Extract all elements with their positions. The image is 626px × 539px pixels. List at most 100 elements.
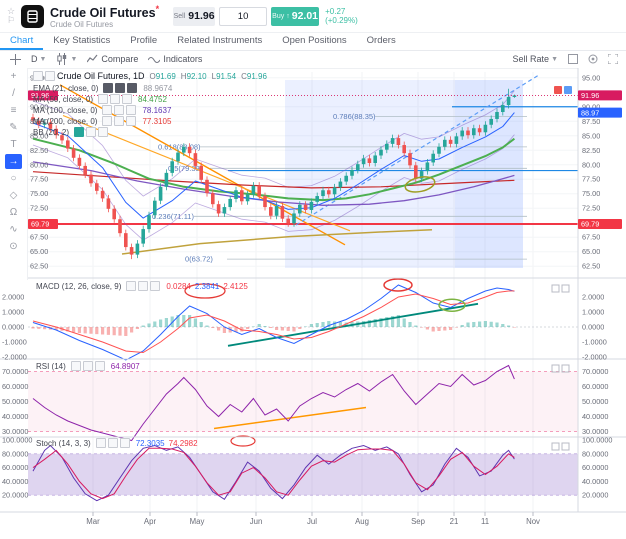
tab-related-instruments[interactable]: Related Instruments [177, 35, 263, 46]
fib-tool[interactable]: ≡ [10, 105, 17, 116]
tab-key-statistics[interactable]: Key Statistics [53, 35, 111, 46]
arrow-tool[interactable]: → [5, 154, 22, 169]
indicator-action-icon[interactable] [70, 361, 81, 371]
svg-text:62.50: 62.50 [30, 262, 48, 271]
price-change: +0.27 (+0.29%) [325, 7, 358, 25]
indicator-action-icon[interactable] [150, 281, 161, 291]
indicator-legend-name[interactable]: Stoch (14, 3, 3) [36, 438, 91, 448]
symbol-legend-title[interactable]: Crude Oil Futures, 1D [57, 71, 145, 81]
text-tool[interactable]: T [10, 139, 17, 150]
svg-text:80.00: 80.00 [30, 160, 48, 169]
indicator-action-icon[interactable] [103, 83, 114, 93]
indicator-value: 0.0284 [166, 281, 191, 291]
svg-text:67.50: 67.50 [582, 233, 600, 242]
indicator-action-icon[interactable] [94, 361, 105, 371]
indicator-legend-name[interactable]: MACD (12, 26, close, 9) [36, 281, 122, 291]
indicators-button[interactable]: Indicators [148, 54, 202, 64]
indicator-value: 74.2982 [168, 438, 198, 448]
svg-text:75.00: 75.00 [30, 189, 48, 198]
pane-legend-toggle-icon[interactable] [33, 71, 43, 81]
buy-button[interactable]: Buy ↑ 92.01 [271, 6, 320, 26]
svg-text:11: 11 [481, 517, 489, 526]
watchlist-star-icon[interactable]: ☆ [6, 6, 16, 16]
rate-type-selector[interactable]: Sell Rate ▼ [512, 54, 558, 64]
cursor-tool-button[interactable] [10, 53, 21, 65]
tab-open-positions[interactable]: Open Positions [282, 35, 347, 46]
indicator-legend-name[interactable]: MA (50, close, 0) [33, 94, 94, 104]
tab-chart[interactable]: Chart [0, 35, 44, 50]
indicator-action-icon[interactable] [95, 438, 106, 448]
brush-tool[interactable]: ✎ [9, 122, 18, 133]
indicator-action-icon[interactable] [110, 94, 121, 104]
up-arrow-icon: ↑ [286, 12, 290, 20]
pane-legend-toggle-icon[interactable] [45, 71, 55, 81]
indicator-action-icon[interactable] [138, 281, 149, 291]
chevron-down-icon: ▼ [70, 55, 78, 63]
svg-text:Aug: Aug [355, 517, 369, 526]
indicator-action-icon[interactable] [98, 94, 109, 104]
indicator-action-icon[interactable] [122, 94, 133, 104]
svg-text:Sep: Sep [411, 517, 426, 526]
indicator-action-icon[interactable] [126, 116, 137, 126]
svg-text:2.0000: 2.0000 [2, 293, 24, 302]
quantity-input[interactable]: 10 [219, 6, 268, 26]
indicator-action-icon[interactable] [126, 105, 137, 115]
crosshair-tool[interactable]: + [10, 71, 17, 82]
indicator-action-icon[interactable] [114, 116, 125, 126]
trendline-tool[interactable]: / [12, 88, 15, 99]
svg-text:2.0000: 2.0000 [582, 293, 604, 302]
indicator-legend-name[interactable]: BB (20, 2) [33, 127, 70, 137]
svg-text:40.0000: 40.0000 [2, 412, 28, 421]
svg-text:1.0000: 1.0000 [582, 308, 604, 317]
indicator-legend-name[interactable]: MA (100, close, 0) [33, 105, 98, 115]
chart-style-selector[interactable]: ▼ [56, 53, 77, 65]
settings-button[interactable] [588, 54, 598, 64]
prediction-tool[interactable]: Ω [9, 207, 18, 218]
interval-selector[interactable]: D ▼ [31, 54, 47, 64]
shapes-tool[interactable]: ○ [10, 173, 17, 184]
indicator-action-icon[interactable] [86, 127, 97, 137]
indicator-action-icon[interactable] [114, 105, 125, 115]
chart-toolbar: D ▼ ▼ Compare Indicators Sell Rate ▼ [0, 50, 626, 69]
svg-text:90.00: 90.00 [582, 102, 600, 111]
chevron-down-icon: ▼ [551, 55, 558, 63]
indicator-legend-name[interactable]: EMA (21, close, 0) [33, 83, 99, 93]
measure-tool[interactable]: ∿ [9, 224, 18, 235]
indicator-legend-name[interactable]: RSI (14) [36, 361, 66, 371]
chevron-down-icon: ▼ [39, 55, 47, 63]
svg-text:72.50: 72.50 [30, 204, 48, 213]
svg-text:62.50: 62.50 [582, 262, 600, 271]
svg-text:60.0000: 60.0000 [2, 463, 28, 472]
svg-text:87.50: 87.50 [582, 117, 600, 126]
indicator-action-icon[interactable] [107, 438, 118, 448]
magnet-tool[interactable]: ⊙ [9, 241, 18, 252]
indicator-action-icon[interactable] [102, 105, 113, 115]
tab-profile[interactable]: Profile [130, 35, 158, 46]
indicator-action-icon[interactable] [82, 361, 93, 371]
section-tabs: Chart Key Statistics Profile Related Instru… [0, 32, 626, 51]
snapshot-button[interactable] [568, 54, 578, 64]
indicator-value: 84.4752 [138, 94, 167, 104]
pattern-tool[interactable]: ◇ [9, 190, 18, 201]
indicator-action-icon[interactable] [115, 83, 126, 93]
indicator-action-icon[interactable] [119, 438, 130, 448]
indicator-value: 64.8907 [110, 361, 140, 371]
indicator-action-icon[interactable] [126, 281, 137, 291]
alert-flag-icon[interactable]: ⚐ [6, 15, 16, 25]
indicator-action-icon[interactable] [127, 83, 138, 93]
svg-text:Jul: Jul [307, 517, 317, 526]
svg-text:1.0000: 1.0000 [2, 308, 24, 317]
ohlc-value-o: O91.69 [149, 71, 176, 81]
tab-orders[interactable]: Orders [366, 35, 396, 46]
svg-text:87.50: 87.50 [30, 117, 48, 126]
instrument-logo [21, 4, 44, 28]
indicator-action-icon[interactable] [102, 116, 113, 126]
compare-button[interactable]: Compare [87, 54, 138, 64]
svg-text:72.50: 72.50 [582, 204, 600, 213]
sell-button[interactable]: Sell 91.96 [173, 6, 216, 26]
indicator-action-icon[interactable] [98, 127, 109, 137]
svg-text:30.0000: 30.0000 [582, 427, 608, 436]
indicator-action-icon[interactable] [74, 127, 85, 137]
indicator-legend-name[interactable]: MA (200, close, 0) [33, 116, 98, 126]
